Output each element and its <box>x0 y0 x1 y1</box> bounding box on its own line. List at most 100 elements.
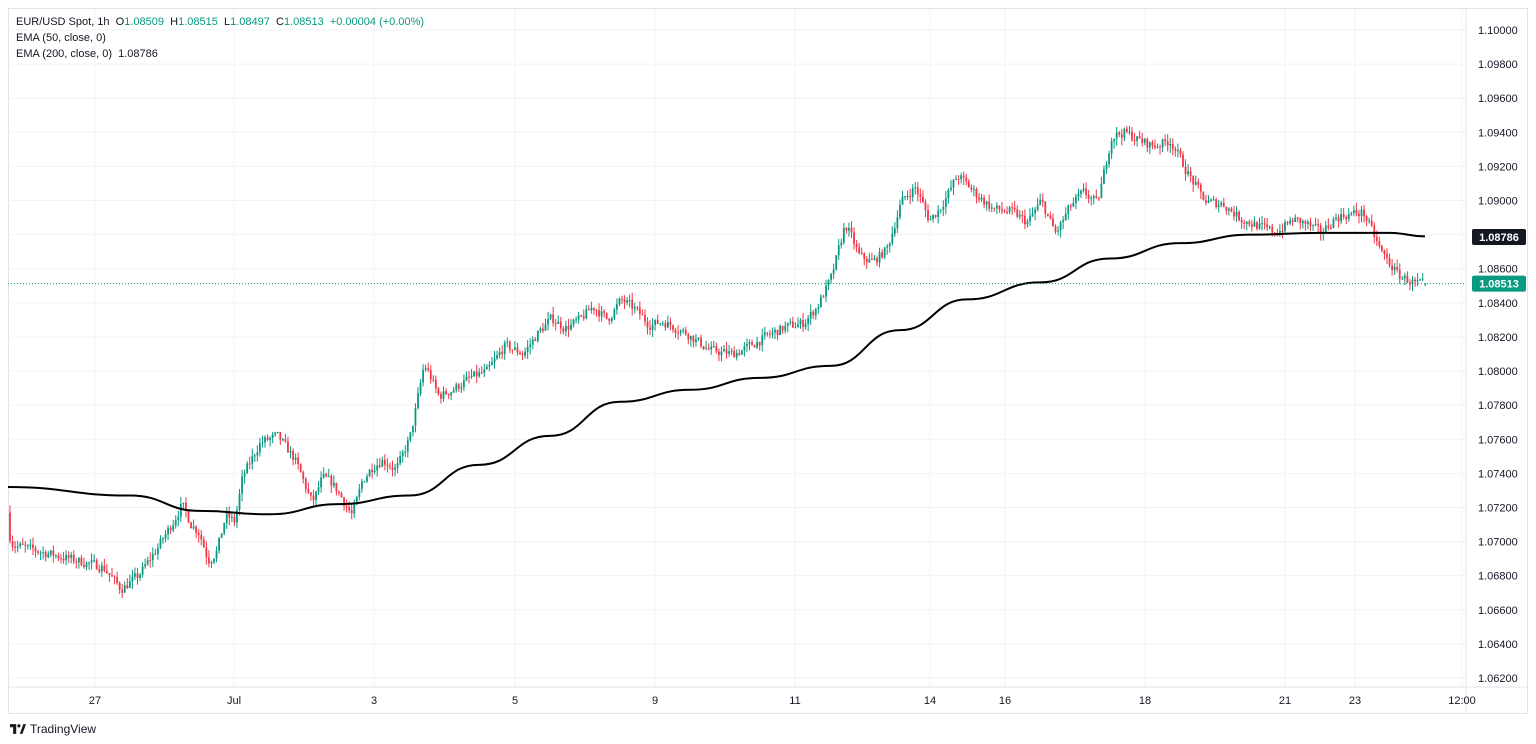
legend-ema200-row[interactable]: EMA (200, close, 0) 1.08786 <box>16 46 424 62</box>
legend-ema50-row[interactable]: EMA (50, close, 0) <box>16 30 424 46</box>
candle-up <box>618 298 621 305</box>
candle-up <box>29 544 32 546</box>
candle-down <box>304 478 307 489</box>
candle-down <box>440 394 442 399</box>
x-tick-label: 18 <box>1139 695 1151 707</box>
legend-low-value: 1.08497 <box>230 16 270 28</box>
candle-down <box>1013 207 1016 210</box>
candle-down <box>1197 181 1200 185</box>
ema200-line[interactable] <box>7 231 1426 516</box>
legend-symbol[interactable]: EUR/USD Spot, 1h <box>16 16 110 28</box>
candle-up <box>261 442 264 444</box>
candle-down <box>791 321 794 328</box>
candle-up <box>404 451 407 453</box>
candle-down <box>766 332 769 334</box>
candle-up <box>980 197 983 200</box>
candle-down <box>822 296 825 298</box>
candle-down <box>350 510 353 514</box>
candle-up <box>144 564 147 567</box>
candle-down <box>1179 150 1182 155</box>
candle-down <box>631 300 634 309</box>
candle-up <box>1156 146 1159 148</box>
candle-down <box>330 476 333 486</box>
candle-up <box>491 362 493 366</box>
candle-down <box>1054 226 1057 232</box>
candle-up <box>728 351 730 354</box>
candle-up <box>366 476 368 482</box>
candle-up <box>220 533 223 538</box>
candle-up <box>626 300 628 303</box>
tradingview-brand[interactable]: TradingView <box>10 720 96 738</box>
candle-up <box>139 574 141 578</box>
candle-up <box>809 311 812 319</box>
brand-name: TradingView <box>30 722 97 736</box>
candle-down <box>1184 166 1187 175</box>
candle-down <box>111 574 113 577</box>
candle-up <box>740 350 743 355</box>
candle-down <box>860 253 863 255</box>
candle-down <box>108 573 111 575</box>
candle-down <box>1281 230 1284 232</box>
candle-up <box>1261 223 1263 225</box>
candle-down <box>850 227 853 233</box>
candle-down <box>202 539 205 548</box>
candle-up <box>842 227 845 243</box>
candle-up <box>610 318 613 321</box>
candle-up <box>151 553 154 561</box>
candle-up <box>1393 266 1396 271</box>
candle-up <box>376 465 379 471</box>
candle-down <box>1266 224 1269 228</box>
candle-up <box>1217 205 1220 208</box>
y-tick-label: 1.08000 <box>1478 366 1518 378</box>
candle-up <box>947 189 950 199</box>
candle-up <box>1105 164 1108 170</box>
candle-down <box>468 376 470 378</box>
candle-down <box>149 559 152 561</box>
candle-down <box>1299 217 1302 224</box>
candle-down <box>871 258 873 260</box>
candle-up <box>417 393 419 409</box>
candle-up <box>1421 278 1424 280</box>
candle-down <box>1049 215 1052 219</box>
candle-down <box>310 492 312 496</box>
candle-up <box>238 493 241 510</box>
candle-down <box>970 187 973 190</box>
candle-up <box>651 324 654 330</box>
candle-up <box>373 470 376 472</box>
candle-up <box>710 346 713 350</box>
candle-up <box>804 323 807 328</box>
candle-up <box>1258 223 1261 229</box>
candle-up <box>549 314 552 319</box>
candle-up <box>223 523 226 534</box>
candle-down <box>605 312 608 319</box>
candle-down <box>1238 211 1240 220</box>
candle-up <box>1324 225 1327 233</box>
candle-down <box>621 298 623 300</box>
candle-up <box>361 481 363 489</box>
candle-down <box>593 307 595 311</box>
candle-up <box>746 343 748 347</box>
candle-down <box>378 465 381 467</box>
candle-up <box>19 543 22 547</box>
candle-down <box>1363 209 1365 217</box>
candle-up <box>995 205 998 209</box>
candle-up <box>539 328 542 332</box>
candle-down <box>190 522 192 529</box>
candle-up <box>730 350 733 352</box>
candle-down <box>1174 148 1177 151</box>
candle-up <box>960 175 963 180</box>
candle-down <box>348 506 351 511</box>
candle-down <box>812 311 815 316</box>
y-tick-label: 1.08400 <box>1478 298 1518 310</box>
candle-up <box>315 491 317 501</box>
candle-down <box>434 379 437 389</box>
candle-down <box>1024 215 1026 225</box>
candle-down <box>1276 234 1279 236</box>
y-tick-label: 1.06200 <box>1478 673 1518 685</box>
candle-down <box>447 393 450 396</box>
candle-up <box>1368 220 1371 222</box>
candle-up <box>401 452 404 457</box>
legend-close-value: 1.08513 <box>283 16 324 28</box>
candle-up <box>577 315 580 320</box>
